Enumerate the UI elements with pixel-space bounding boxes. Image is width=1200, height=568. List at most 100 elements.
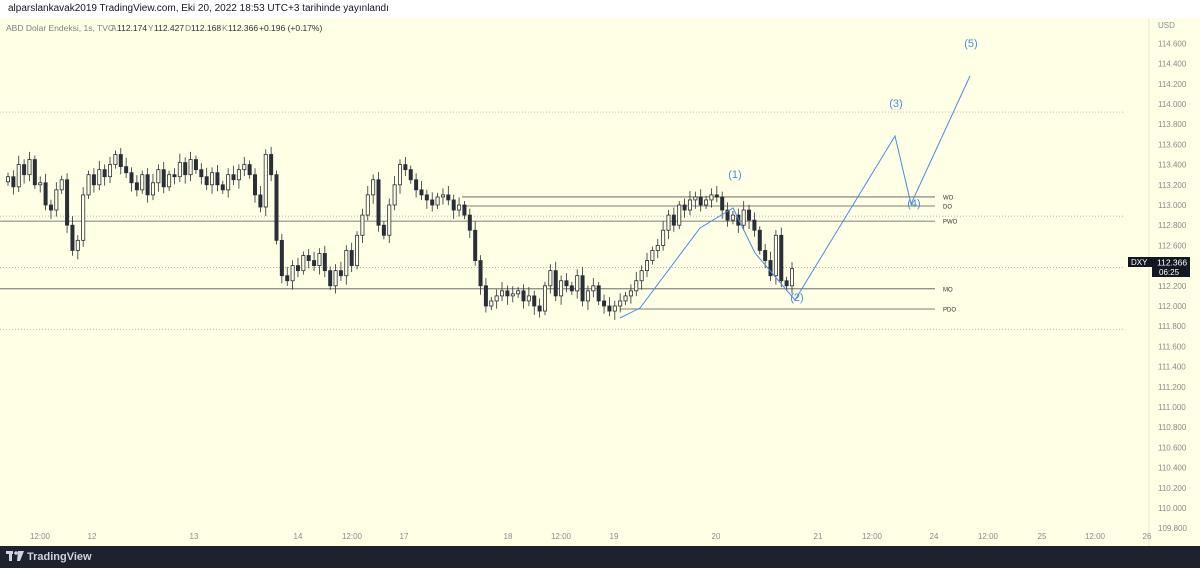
candle-body: [231, 174, 236, 181]
legend-symbol: ABD Dolar Endeksi, 1s, TVC: [6, 23, 114, 33]
y-tick-label: 114.200: [1158, 80, 1187, 89]
candlestick-chart[interactable]: WO DO PWO MO PDO (1) (2) (3) (4) (5) ABD Dolar E…: [0, 18, 1200, 546]
price-axis[interactable]: USD 114.600 114.400 114.200 114.000 113.800 1…: [1148, 18, 1187, 546]
candle-body: [295, 265, 300, 272]
x-tick-label: 18: [504, 532, 513, 541]
candle-body: [687, 199, 692, 211]
level-label-mo: MO: [943, 287, 953, 293]
candle-body: [559, 280, 564, 297]
y-tick-label: 113.400: [1158, 161, 1187, 170]
candle-body: [709, 194, 714, 201]
x-tick-label: 12:00: [30, 532, 51, 541]
candle-body: [548, 270, 553, 287]
candle-body: [725, 209, 730, 221]
last-price: 112.366: [1157, 258, 1187, 268]
candle-body: [140, 174, 145, 191]
candle-body: [242, 164, 247, 171]
candle-body: [258, 194, 263, 208]
last-price-tag: DXY 112.366 06:25: [1128, 257, 1190, 277]
y-tick-label: 110.200: [1158, 484, 1187, 493]
candle-body: [628, 290, 633, 297]
y-tick-label: 109.800: [1158, 524, 1187, 533]
legend-low: 112.168: [191, 23, 221, 33]
legend-high-label: Y: [148, 23, 154, 33]
wave-label: (2): [790, 292, 803, 304]
candle-body: [639, 270, 644, 282]
candle-body: [661, 229, 666, 246]
candle-body: [290, 265, 295, 282]
x-tick-label: 13: [190, 532, 199, 541]
candle-body: [494, 295, 499, 302]
candle-body: [333, 270, 338, 287]
candle-body: [435, 196, 440, 206]
chart-panel[interactable]: WO DO PWO MO PDO (1) (2) (3) (4) (5) ABD Dolar E…: [0, 18, 1200, 546]
x-tick-label: 24: [930, 532, 939, 541]
time-axis[interactable]: 12:00 12 13 14 12:00 17 18 12:00 19 20 21 12:00 24 12…: [30, 532, 1152, 541]
x-tick-label: 21: [814, 532, 823, 541]
candle-body: [172, 174, 177, 178]
currency-label: USD: [1158, 21, 1175, 30]
candle-body: [457, 204, 462, 211]
candle-body: [349, 250, 354, 266]
x-tick-label: 17: [400, 532, 409, 541]
candle-body: [75, 239, 80, 251]
countdown: 06:25: [1159, 268, 1180, 277]
candle-body: [440, 194, 445, 198]
candle-body: [666, 214, 671, 231]
candle-body: [730, 214, 735, 221]
candle-body: [747, 209, 752, 221]
y-tick-label: 114.400: [1158, 60, 1187, 69]
candle-body: [54, 189, 59, 211]
tradingview-logo[interactable]: TradingView: [6, 551, 92, 563]
candle-body: [446, 194, 451, 201]
y-tick-label: 114.600: [1158, 39, 1187, 48]
candle-body: [344, 250, 349, 277]
candle-body: [81, 194, 86, 241]
candle-body: [381, 224, 386, 236]
legend-low-label: D: [185, 23, 191, 33]
level-label-do: DO: [943, 205, 952, 211]
candle-body: [145, 174, 150, 196]
y-tick-label: 110.600: [1158, 443, 1187, 452]
candle-body: [220, 184, 225, 191]
candle-body: [784, 280, 789, 287]
legend-change: +0.196 (+0.17%): [259, 23, 322, 33]
y-tick-label: 110.800: [1158, 423, 1187, 432]
legend-open-label: A: [111, 23, 117, 33]
candle-body: [521, 290, 526, 302]
candle-body: [752, 219, 757, 231]
footer-bar: TradingView: [0, 546, 1200, 568]
y-tick-label: 113.600: [1158, 140, 1187, 149]
candle-body: [108, 164, 113, 178]
candle-body: [279, 239, 284, 277]
candle-body: [677, 204, 682, 226]
candle-body: [360, 214, 365, 236]
candle-body: [355, 234, 360, 267]
candle-body: [134, 182, 139, 191]
level-label-pdo: PDO: [943, 308, 956, 314]
candle-body: [618, 300, 623, 307]
candle-body: [38, 182, 43, 186]
candle-body: [97, 169, 102, 186]
y-tick-label: 112.200: [1158, 282, 1187, 291]
candle-body: [763, 250, 768, 261]
x-tick-label: 14: [294, 532, 303, 541]
x-tick-label: 19: [610, 532, 619, 541]
y-tick-label: 114.000: [1158, 100, 1187, 109]
candle-body: [317, 253, 322, 266]
candle-body: [478, 260, 483, 287]
candle-body: [585, 290, 590, 302]
candle-body: [236, 169, 241, 181]
x-tick-label: 12:00: [862, 532, 883, 541]
candle-body: [500, 290, 505, 297]
elliott-wave-path: [619, 75, 971, 319]
candle-body: [274, 174, 279, 241]
candle-body: [11, 176, 16, 188]
candle-body: [124, 166, 129, 174]
candle-body: [607, 305, 612, 312]
candle-body: [634, 280, 639, 292]
x-tick-label: 20: [712, 532, 721, 541]
candle-body: [16, 164, 21, 188]
candle-body: [537, 305, 542, 312]
candle-body: [167, 174, 172, 188]
